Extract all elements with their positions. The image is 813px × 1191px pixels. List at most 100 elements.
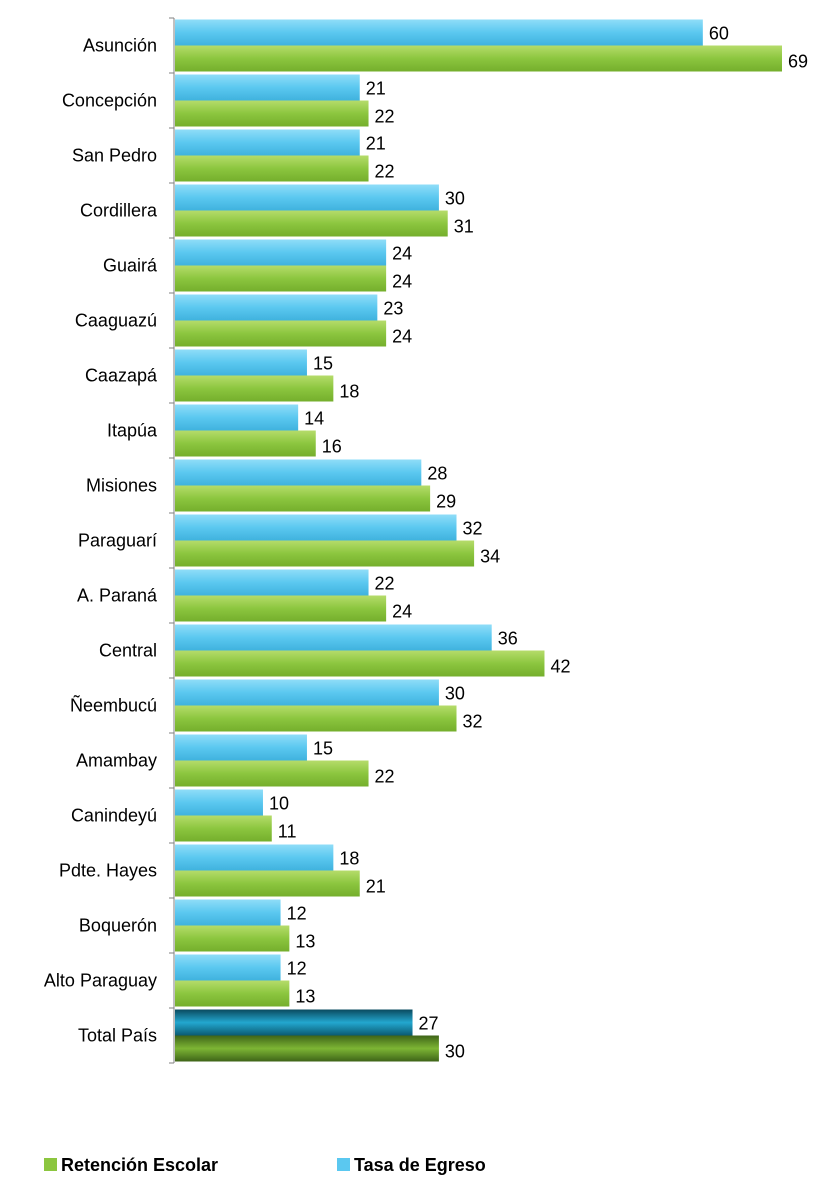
data-label-retencion-escolar-neembucu: 32 bbox=[463, 712, 483, 732]
bar-retencion-escolar-neembucu bbox=[175, 705, 457, 732]
bar-retencion-escolar-alto-paraguay bbox=[175, 980, 290, 1007]
bar-retencion-escolar-misiones bbox=[175, 485, 431, 512]
data-label-tasa-egreso-boqueron: 12 bbox=[287, 904, 307, 924]
data-label-retencion-escolar-alto-paraguay: 13 bbox=[295, 987, 315, 1007]
data-label-tasa-egreso-cordillera: 30 bbox=[445, 189, 465, 209]
bar-tasa-egreso-misiones bbox=[175, 459, 422, 486]
category-label-itapua: Itapúa bbox=[107, 421, 158, 441]
data-label-retencion-escolar-paraguari: 34 bbox=[480, 547, 500, 567]
data-label-retencion-escolar-a-parana: 24 bbox=[392, 602, 412, 622]
legend-label-retencion-escolar: Retención Escolar bbox=[61, 1155, 218, 1175]
category-label-caaguazu: Caaguazú bbox=[75, 311, 157, 331]
bar-tasa-egreso-a-parana bbox=[175, 569, 369, 596]
bar-retencion-escolar-central bbox=[175, 650, 545, 677]
category-label-amambay: Amambay bbox=[76, 751, 157, 771]
category-label-asuncion: Asunción bbox=[83, 36, 157, 56]
data-label-retencion-escolar-caazapa: 18 bbox=[339, 382, 359, 402]
bar-retencion-escolar-caazapa bbox=[175, 375, 334, 402]
category-label-central: Central bbox=[99, 641, 157, 661]
data-label-retencion-escolar-boqueron: 13 bbox=[295, 932, 315, 952]
bar-tasa-egreso-neembucu bbox=[175, 679, 439, 706]
bar-retencion-escolar-asuncion bbox=[175, 45, 782, 72]
plot-area: Asunción 60 69 Concepción 21 22 San Pedro 21 22 C… bbox=[44, 17, 808, 1064]
category-label-guaira: Guairá bbox=[103, 256, 158, 276]
bar-retencion-escolar-san-pedro bbox=[175, 155, 369, 182]
bar-tasa-egreso-total-pais bbox=[175, 1009, 413, 1036]
legend-item-retencion-escolar: Retención Escolar bbox=[44, 1155, 218, 1175]
data-label-retencion-escolar-cordillera: 31 bbox=[454, 217, 474, 237]
data-label-tasa-egreso-a-parana: 22 bbox=[375, 574, 395, 594]
legend: Retención Escolar Tasa de Egreso bbox=[44, 1155, 486, 1175]
bar-tasa-egreso-canindeyu bbox=[175, 789, 263, 816]
bar-retencion-escolar-concepcion bbox=[175, 100, 369, 127]
legend-swatch-retencion-escolar bbox=[44, 1158, 57, 1171]
bar-tasa-egreso-amambay bbox=[175, 734, 307, 761]
data-label-retencion-escolar-canindeyu: 11 bbox=[278, 822, 297, 842]
bar-retencion-escolar-guaira bbox=[175, 265, 387, 292]
bar-retencion-escolar-a-parana bbox=[175, 595, 387, 622]
data-label-tasa-egreso-total-pais: 27 bbox=[419, 1014, 439, 1034]
bar-tasa-egreso-san-pedro bbox=[175, 129, 360, 156]
data-label-tasa-egreso-asuncion: 60 bbox=[709, 24, 729, 44]
legend-swatch-tasa-de-egreso bbox=[337, 1158, 350, 1171]
data-label-retencion-escolar-itapua: 16 bbox=[322, 437, 342, 457]
bar-tasa-egreso-guaira bbox=[175, 239, 387, 266]
bar-tasa-egreso-caazapa bbox=[175, 349, 307, 376]
bar-tasa-egreso-boqueron bbox=[175, 899, 281, 926]
bar-retencion-escolar-caaguazu bbox=[175, 320, 387, 347]
data-label-retencion-escolar-caaguazu: 24 bbox=[392, 327, 412, 347]
data-label-retencion-escolar-amambay: 22 bbox=[375, 767, 395, 787]
bar-retencion-escolar-cordillera bbox=[175, 210, 448, 237]
data-label-retencion-escolar-pdte-hayes: 21 bbox=[366, 877, 386, 897]
bar-tasa-egreso-asuncion bbox=[175, 19, 703, 46]
bar-tasa-egreso-itapua bbox=[175, 404, 299, 431]
data-label-retencion-escolar-asuncion: 69 bbox=[788, 52, 808, 72]
category-label-san-pedro: San Pedro bbox=[72, 146, 157, 166]
bar-retencion-escolar-itapua bbox=[175, 430, 316, 457]
category-label-pdte-hayes: Pdte. Hayes bbox=[59, 861, 157, 881]
category-label-caazapa: Caazapá bbox=[85, 366, 158, 386]
legend-label-tasa-de-egreso: Tasa de Egreso bbox=[354, 1155, 486, 1175]
data-label-tasa-egreso-amambay: 15 bbox=[313, 739, 333, 759]
bar-tasa-egreso-paraguari bbox=[175, 514, 457, 541]
data-label-tasa-egreso-san-pedro: 21 bbox=[366, 134, 386, 154]
bar-retencion-escolar-paraguari bbox=[175, 540, 475, 567]
data-label-tasa-egreso-guaira: 24 bbox=[392, 244, 412, 264]
bar-tasa-egreso-central bbox=[175, 624, 492, 651]
category-label-canindeyu: Canindeyú bbox=[71, 806, 157, 826]
bar-tasa-egreso-alto-paraguay bbox=[175, 954, 281, 981]
data-label-tasa-egreso-caazapa: 15 bbox=[313, 354, 333, 374]
data-label-retencion-escolar-misiones: 29 bbox=[436, 492, 456, 512]
category-label-total-pais: Total País bbox=[78, 1026, 157, 1046]
category-label-misiones: Misiones bbox=[86, 476, 157, 496]
bar-tasa-egreso-pdte-hayes bbox=[175, 844, 334, 871]
data-label-tasa-egreso-misiones: 28 bbox=[427, 464, 447, 484]
data-label-tasa-egreso-pdte-hayes: 18 bbox=[339, 849, 359, 869]
bar-tasa-egreso-cordillera bbox=[175, 184, 439, 211]
data-label-tasa-egreso-central: 36 bbox=[498, 629, 518, 649]
category-label-concepcion: Concepción bbox=[62, 91, 157, 111]
data-label-tasa-egreso-itapua: 14 bbox=[304, 409, 324, 429]
data-label-tasa-egreso-alto-paraguay: 12 bbox=[287, 959, 307, 979]
bar-retencion-escolar-boqueron bbox=[175, 925, 290, 952]
legend-item-tasa-de-egreso: Tasa de Egreso bbox=[337, 1155, 486, 1175]
bar-retencion-escolar-total-pais bbox=[175, 1035, 439, 1062]
data-label-retencion-escolar-guaira: 24 bbox=[392, 272, 412, 292]
bar-tasa-egreso-concepcion bbox=[175, 74, 360, 101]
data-label-retencion-escolar-central: 42 bbox=[550, 657, 570, 677]
category-label-neembucu: Ñeembucú bbox=[70, 695, 157, 716]
category-label-a-parana: A. Paraná bbox=[77, 586, 158, 606]
bar-tasa-egreso-caaguazu bbox=[175, 294, 378, 321]
data-label-retencion-escolar-concepcion: 22 bbox=[375, 107, 395, 127]
data-label-tasa-egreso-concepcion: 21 bbox=[366, 79, 386, 99]
bar-retencion-escolar-amambay bbox=[175, 760, 369, 787]
bar-retencion-escolar-canindeyu bbox=[175, 815, 272, 842]
data-label-tasa-egreso-paraguari: 32 bbox=[463, 519, 483, 539]
data-label-tasa-egreso-canindeyu: 10 bbox=[269, 794, 289, 814]
category-label-paraguari: Paraguarí bbox=[78, 531, 157, 551]
bar-retencion-escolar-pdte-hayes bbox=[175, 870, 360, 897]
data-label-tasa-egreso-neembucu: 30 bbox=[445, 684, 465, 704]
data-label-retencion-escolar-san-pedro: 22 bbox=[375, 162, 395, 182]
category-label-boqueron: Boquerón bbox=[79, 916, 157, 936]
